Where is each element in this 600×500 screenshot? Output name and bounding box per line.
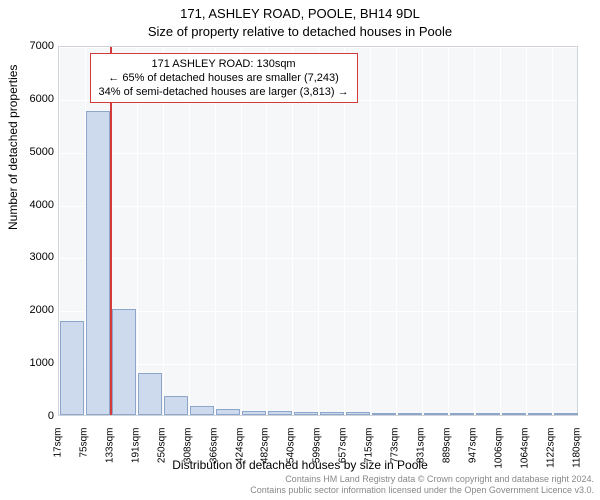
xtick-label: 599sqm [312,428,323,478]
callout-line2: ← 65% of detached houses are smaller (7,… [99,71,349,85]
xtick-label: 191sqm [130,428,141,478]
gridline-vertical [448,47,449,415]
gridline-vertical [370,47,371,415]
ytick-label: 7000 [10,40,54,52]
histogram-bar [346,412,370,415]
xtick-label: 1122sqm [545,428,556,478]
histogram-bar [502,413,526,415]
gridline-vertical [422,47,423,415]
ytick-label: 3000 [10,251,54,263]
histogram-bar [424,413,448,415]
xtick-label: 366sqm [208,428,219,478]
gridline-vertical [578,47,579,415]
gridline-vertical [474,47,475,415]
histogram-bar [320,412,344,415]
histogram-bar [112,309,136,415]
histogram-bar [294,412,318,415]
histogram-bar [60,321,84,415]
gridline-vertical [552,47,553,415]
histogram-bar [268,411,292,415]
xtick-label: 947sqm [467,428,478,478]
xtick-label: 17sqm [53,428,64,478]
ytick-label: 6000 [10,93,54,105]
callout-line3: 34% of semi-detached houses are larger (… [99,85,349,99]
xtick-label: 1064sqm [519,428,530,478]
xtick-label: 250sqm [156,428,167,478]
xtick-label: 657sqm [338,428,349,478]
xtick-label: 482sqm [260,428,271,478]
annotation-callout: 171 ASHLEY ROAD: 130sqm ← 65% of detache… [90,53,358,103]
histogram-bar [450,413,474,415]
xtick-label: 1006sqm [493,428,504,478]
xtick-label: 133sqm [104,428,115,478]
histogram-bar [138,373,162,415]
chart-container: { "chart": { "type": "histogram", "title… [0,0,600,500]
ytick-label: 2000 [10,304,54,316]
histogram-bar [86,111,110,415]
gridline-vertical [526,47,527,415]
ytick-label: 4000 [10,199,54,211]
chart-title-sub: Size of property relative to detached ho… [0,24,600,39]
chart-title-main: 171, ASHLEY ROAD, POOLE, BH14 9DL [0,6,600,21]
gridline-horizontal [59,417,577,418]
ytick-label: 1000 [10,357,54,369]
xtick-label: 715sqm [364,428,375,478]
ytick-label: 0 [10,410,54,422]
ytick-label: 5000 [10,146,54,158]
callout-line1: 171 ASHLEY ROAD: 130sqm [99,57,349,71]
gridline-vertical [396,47,397,415]
x-axis-label: Distribution of detached houses by size … [0,458,600,472]
histogram-bar [554,413,578,415]
histogram-bar [190,406,214,416]
histogram-bar [398,413,422,415]
xtick-label: 75sqm [78,428,89,478]
xtick-label: 540sqm [286,428,297,478]
xtick-label: 1180sqm [571,428,582,478]
histogram-bar [216,409,240,415]
histogram-bar [372,413,396,415]
histogram-bar [164,396,188,415]
plot-area: 171 ASHLEY ROAD: 130sqm ← 65% of detache… [58,46,578,416]
histogram-bar [242,411,266,415]
xtick-label: 308sqm [182,428,193,478]
xtick-label: 831sqm [416,428,427,478]
histogram-bar [476,413,500,415]
gridline-vertical [500,47,501,415]
footer-line2: Contains public sector information licen… [250,485,594,496]
xtick-label: 889sqm [441,428,452,478]
xtick-label: 424sqm [234,428,245,478]
xtick-label: 773sqm [390,428,401,478]
histogram-bar [528,413,552,415]
